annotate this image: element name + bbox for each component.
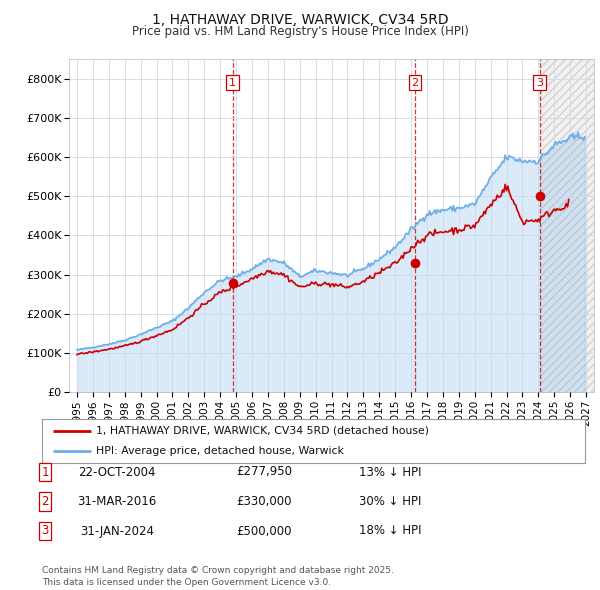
Text: 1, HATHAWAY DRIVE, WARWICK, CV34 5RD (detached house): 1, HATHAWAY DRIVE, WARWICK, CV34 5RD (de…	[97, 426, 430, 436]
Text: 1, HATHAWAY DRIVE, WARWICK, CV34 5RD: 1, HATHAWAY DRIVE, WARWICK, CV34 5RD	[152, 13, 448, 27]
Text: 31-JAN-2024: 31-JAN-2024	[80, 525, 154, 537]
Text: 30% ↓ HPI: 30% ↓ HPI	[359, 495, 421, 508]
Text: 2: 2	[41, 495, 49, 508]
Text: 1: 1	[41, 466, 49, 478]
Text: 3: 3	[41, 525, 49, 537]
Text: £330,000: £330,000	[236, 495, 292, 508]
Text: HPI: Average price, detached house, Warwick: HPI: Average price, detached house, Warw…	[97, 446, 344, 456]
Text: 31-MAR-2016: 31-MAR-2016	[77, 495, 157, 508]
Text: 3: 3	[536, 77, 543, 87]
Text: 22-OCT-2004: 22-OCT-2004	[78, 466, 156, 478]
Text: 2: 2	[412, 77, 419, 87]
Text: Price paid vs. HM Land Registry's House Price Index (HPI): Price paid vs. HM Land Registry's House …	[131, 25, 469, 38]
Text: Contains HM Land Registry data © Crown copyright and database right 2025.
This d: Contains HM Land Registry data © Crown c…	[42, 566, 394, 587]
Text: £500,000: £500,000	[236, 525, 292, 537]
Text: 1: 1	[229, 77, 236, 87]
Text: 18% ↓ HPI: 18% ↓ HPI	[359, 525, 421, 537]
Bar	[539, 59, 594, 392]
Text: £277,950: £277,950	[236, 466, 292, 478]
Text: 13% ↓ HPI: 13% ↓ HPI	[359, 466, 421, 478]
